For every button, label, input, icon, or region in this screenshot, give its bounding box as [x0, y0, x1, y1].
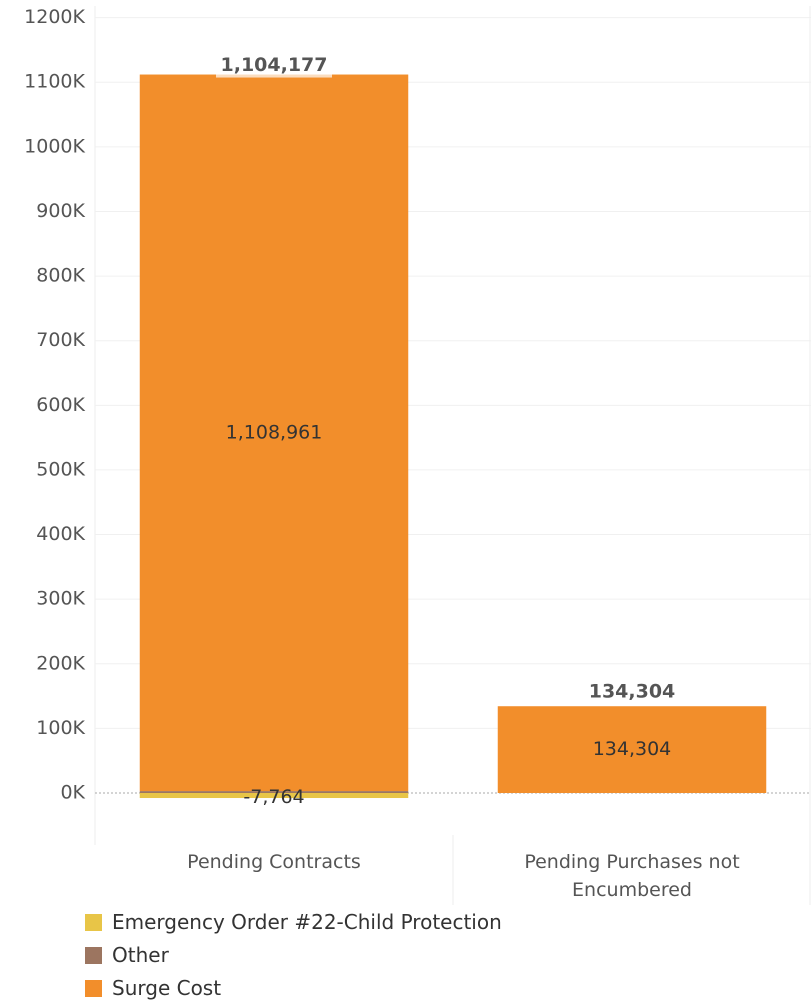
x-tick-label: Pending Contracts — [187, 851, 361, 873]
y-tick-label: 800K — [36, 265, 85, 287]
bar-segment — [139, 793, 409, 799]
y-tick-label: 1200K — [24, 6, 85, 28]
data-label: 134,304 — [593, 738, 672, 760]
legend-label: Other — [112, 943, 169, 967]
y-tick-label: 700K — [36, 329, 85, 351]
legend-swatch — [85, 913, 102, 931]
bar-segment — [497, 706, 767, 794]
y-tick-label: 400K — [36, 523, 85, 545]
y-tick-label: 0K — [60, 782, 85, 804]
bar-segment — [139, 791, 409, 794]
data-label: -7,764 — [243, 786, 304, 808]
legend-item: Surge Cost — [85, 974, 221, 1000]
total-label: 134,304 — [589, 681, 676, 703]
y-tick-label: 600K — [36, 394, 85, 416]
total-label-bg — [216, 53, 332, 78]
y-tick-label: 900K — [36, 200, 85, 222]
legend-swatch — [85, 979, 102, 997]
data-label: 1,108,961 — [226, 421, 323, 443]
y-tick-label: 300K — [36, 588, 85, 610]
legend-item: Other — [85, 941, 169, 969]
y-tick-label: 1000K — [24, 135, 85, 157]
y-tick-label: 100K — [36, 717, 85, 739]
x-tick-label: Pending Purchases not Encumbered — [524, 851, 740, 901]
legend-item: Emergency Order #22-Child Protection — [85, 908, 502, 936]
y-tick-label: 500K — [36, 458, 85, 480]
legend-label: Surge Cost — [112, 976, 222, 1000]
total-label: 1,104,177 — [221, 54, 328, 76]
y-tick-label: 200K — [36, 652, 85, 674]
legend-label: Emergency Order #22-Child Protection — [112, 910, 502, 934]
y-tick-label: 1100K — [24, 71, 85, 93]
bar-segment — [139, 74, 409, 792]
legend-swatch — [85, 946, 102, 964]
